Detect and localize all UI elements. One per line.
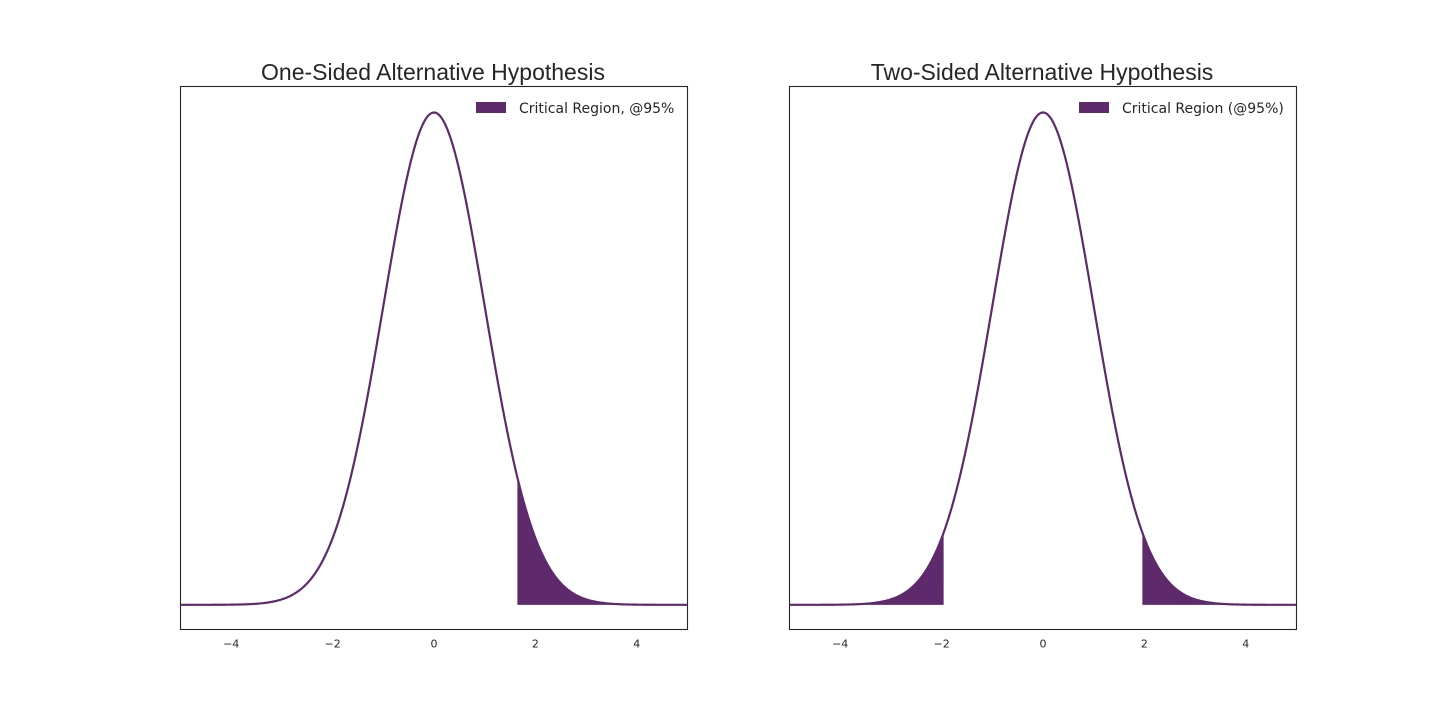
critical-region bbox=[1142, 532, 1297, 605]
density-curve bbox=[789, 111, 1297, 606]
plot-area bbox=[179, 85, 689, 631]
critical-region-fills bbox=[517, 477, 688, 605]
x-tick-label: 0 bbox=[1040, 638, 1047, 651]
legend: Critical Region, @95% bbox=[476, 101, 674, 117]
critical-region bbox=[789, 532, 944, 605]
x-tick-label: 2 bbox=[532, 638, 539, 651]
x-axis-ticks: −4 −2 0 2 4 bbox=[223, 638, 640, 651]
one-sided-panel: One-Sided Alternative Hypothesis −4 −2 0 2 4… bbox=[179, 59, 689, 651]
critical-region-fills bbox=[789, 532, 1297, 605]
legend-swatch bbox=[476, 102, 506, 113]
chart-title: One-Sided Alternative Hypothesis bbox=[261, 59, 605, 85]
legend-label: Critical Region, @95% bbox=[519, 101, 674, 117]
x-tick-label: −4 bbox=[223, 638, 239, 651]
chart-title: Two-Sided Alternative Hypothesis bbox=[871, 59, 1214, 85]
x-tick-label: 2 bbox=[1141, 638, 1148, 651]
x-tick-label: 4 bbox=[633, 638, 640, 651]
legend-label: Critical Region (@95%) bbox=[1122, 101, 1284, 117]
density-curve bbox=[180, 111, 688, 606]
plot-area bbox=[788, 85, 1298, 631]
legend: Critical Region (@95%) bbox=[1079, 101, 1284, 117]
x-tick-label: −2 bbox=[324, 638, 340, 651]
x-tick-label: −2 bbox=[933, 638, 949, 651]
x-tick-label: −4 bbox=[832, 638, 848, 651]
x-tick-label: 0 bbox=[431, 638, 438, 651]
critical-region bbox=[517, 477, 688, 605]
x-tick-label: 4 bbox=[1242, 638, 1249, 651]
two-sided-panel: Two-Sided Alternative Hypothesis −4 −2 0 2 4… bbox=[788, 59, 1298, 651]
x-axis-ticks: −4 −2 0 2 4 bbox=[832, 638, 1249, 651]
legend-swatch bbox=[1079, 102, 1109, 113]
